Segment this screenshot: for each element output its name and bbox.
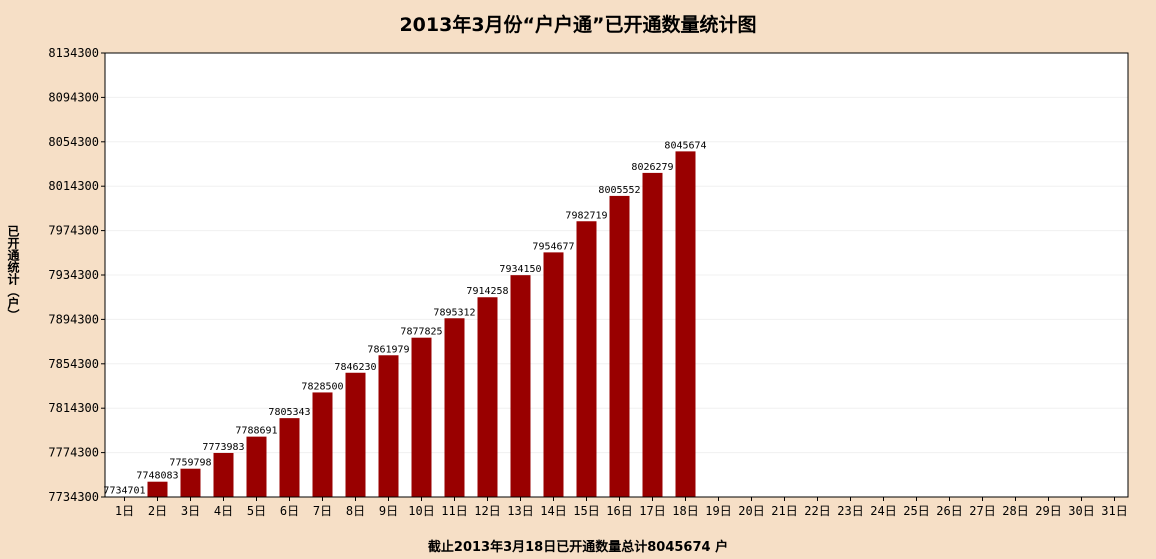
data-label: 7759798 (169, 458, 211, 469)
data-label: 7788691 (235, 426, 277, 437)
x-tick-label: 30日 (1068, 504, 1094, 518)
bar (444, 318, 465, 497)
y-tick-label: 7734300 (48, 490, 99, 504)
y-tick-label: 8054300 (48, 135, 99, 149)
x-tick-label: 3日 (181, 504, 200, 518)
x-tick-label: 24日 (870, 504, 896, 518)
x-tick-label: 11日 (441, 504, 467, 518)
data-label: 8045674 (664, 140, 706, 151)
x-tick-label: 15日 (573, 504, 599, 518)
data-label: 8005552 (598, 185, 640, 196)
bar (675, 151, 696, 497)
x-tick-label: 21日 (771, 504, 797, 518)
bar (609, 195, 630, 497)
bar (642, 172, 663, 497)
bar (345, 372, 366, 497)
bar (477, 297, 498, 497)
y-tick-label: 7854300 (48, 357, 99, 371)
data-label: 7734701 (103, 486, 145, 497)
x-tick-label: 2日 (148, 504, 167, 518)
x-tick-label: 5日 (247, 504, 266, 518)
x-tick-label: 12日 (474, 504, 500, 518)
x-tick-label: 17日 (639, 504, 665, 518)
data-label: 7828500 (301, 381, 343, 392)
x-tick-label: 31日 (1101, 504, 1127, 518)
bar (411, 337, 432, 497)
data-label: 7773983 (202, 442, 244, 453)
x-tick-label: 13日 (507, 504, 533, 518)
bar (378, 355, 399, 497)
y-tick-label: 8014300 (48, 179, 99, 193)
x-tick-label: 7日 (313, 504, 332, 518)
x-tick-label: 16日 (606, 504, 632, 518)
x-tick-label: 28日 (1002, 504, 1028, 518)
data-label: 7895312 (433, 307, 475, 318)
data-label: 7877825 (400, 327, 442, 338)
x-tick-label: 10日 (408, 504, 434, 518)
x-tick-label: 19日 (705, 504, 731, 518)
x-tick-label: 22日 (804, 504, 830, 518)
data-label: 7934150 (499, 264, 541, 275)
x-tick-label: 27日 (969, 504, 995, 518)
bar (576, 221, 597, 497)
x-tick-label: 25日 (903, 504, 929, 518)
y-tick-label: 7814300 (48, 401, 99, 415)
data-label: 7846230 (334, 362, 376, 373)
bar (147, 481, 168, 497)
x-tick-label: 20日 (738, 504, 764, 518)
data-label: 7914258 (466, 286, 508, 297)
bar (180, 468, 201, 497)
x-axis-label: 截止2013年3月18日已开通数量总计8045674 户 (427, 540, 729, 555)
x-tick-label: 23日 (837, 504, 863, 518)
data-label: 8026279 (631, 162, 673, 173)
data-label: 7982719 (565, 210, 607, 221)
bar (279, 418, 300, 497)
bar (543, 252, 564, 497)
y-tick-label: 7894300 (48, 312, 99, 326)
bar (510, 275, 531, 497)
x-tick-label: 29日 (1035, 504, 1061, 518)
y-axis-label: 已开通统计（户） (6, 225, 20, 321)
data-label: 7805343 (268, 407, 310, 418)
data-label: 7954677 (532, 241, 574, 252)
bar (213, 452, 234, 497)
x-tick-label: 1日 (115, 504, 134, 518)
x-tick-label: 9日 (379, 504, 398, 518)
chart-title: 2013年3月份“户户通”已开通数量统计图 (399, 14, 757, 36)
plot-border (104, 52, 1129, 498)
data-label: 7748083 (136, 471, 178, 482)
x-tick-label: 14日 (540, 504, 566, 518)
y-tick-label: 7934300 (48, 268, 99, 282)
x-tick-label: 18日 (672, 504, 698, 518)
y-tick-label: 7974300 (48, 224, 99, 238)
x-tick-label: 4日 (214, 504, 233, 518)
x-tick-label: 8日 (346, 504, 365, 518)
data-label: 7861979 (367, 344, 409, 355)
y-tick-label: 7774300 (48, 446, 99, 460)
y-tick-label: 8094300 (48, 90, 99, 104)
x-tick-label: 26日 (936, 504, 962, 518)
bar (312, 392, 333, 497)
y-tick-label: 8134300 (48, 46, 99, 60)
bar (246, 436, 267, 497)
x-tick-label: 6日 (280, 504, 299, 518)
